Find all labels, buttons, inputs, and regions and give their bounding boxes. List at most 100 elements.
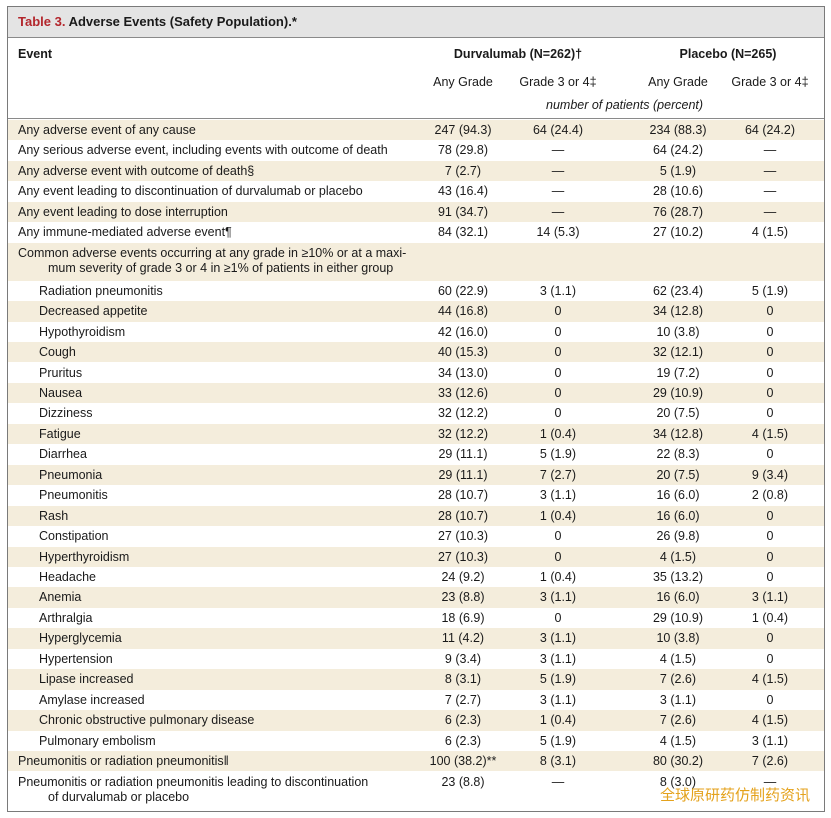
placebo-grade-3-4-cell: 4 (1.5) [751, 225, 789, 240]
durvalumab-grade-3-4-cell: — [551, 774, 565, 789]
placebo-any-grade-cell: 20 (7.5) [656, 406, 700, 421]
event-label: Pneumonitis [39, 488, 108, 503]
table-row: Pneumonia 29 (11.1) 7 (2.7) 20 (7.5) 9 (3.4) [8, 464, 824, 486]
event-label: Common adverse events occurring at any g… [18, 245, 407, 260]
placebo-any-grade-cell: 10 (3.8) [656, 324, 700, 339]
durvalumab-grade-3-4-cell: 64 (24.4) [532, 123, 584, 137]
durvalumab-grade-3-4-cell: 0 [554, 549, 562, 564]
placebo-any-grade-cell: 64 (24.2) [652, 143, 704, 158]
table-row: Cough 40 (15.3) 0 32 (12.1) 0 [8, 342, 824, 363]
durvalumab-any-grade-cell: 23 (8.8) [441, 590, 485, 605]
placebo-grade-3-4-cell: 7 (2.6) [751, 754, 789, 769]
durvalumab-grade-3-4-cell: 5 (1.9) [539, 447, 577, 462]
event-label: Pneumonitis or radiation pneumonitis lea… [18, 774, 369, 789]
placebo-any-grade-cell: 234 (88.3) [649, 123, 707, 137]
placebo-grade-3-4-cell: 0 [766, 447, 774, 462]
durvalumab-grade-3-4-cell: 3 (1.1) [539, 692, 577, 707]
durvalumab-grade-3-4-cell: 3 (1.1) [539, 590, 577, 605]
subheader-durvalumab-any-grade: Any Grade [433, 75, 493, 89]
event-column-header: Event [18, 47, 53, 61]
table-row: Diarrhea 29 (11.1) 5 (1.9) 22 (8.3) 0 [8, 444, 824, 464]
placebo-grade-3-4-cell: — [763, 143, 777, 158]
placebo-grade-3-4-cell: 0 [766, 324, 774, 339]
placebo-any-grade-cell: 27 (10.2) [652, 225, 704, 240]
durvalumab-grade-3-4-cell: 8 (3.1) [539, 754, 577, 769]
table-row: Pulmonary embolism 6 (2.3) 5 (1.9) 4 (1.5) 3… [8, 731, 824, 751]
durvalumab-grade-3-4-cell: 1 (0.4) [539, 713, 577, 728]
event-label-continued: mum severity of grade 3 or 4 in ≥1% of p… [48, 260, 394, 275]
table-row: Any event leading to discontinuation of … [8, 181, 824, 201]
durvalumab-grade-3-4-cell: 0 [554, 529, 562, 544]
placebo-any-grade-cell: 16 (6.0) [656, 488, 700, 503]
table-row: Chronic obstructive pulmonary disease 6 (… [8, 710, 824, 731]
event-label: Diarrhea [39, 447, 87, 462]
durvalumab-any-grade-cell: 6 (2.3) [444, 713, 482, 728]
durvalumab-any-grade-cell: 84 (32.1) [437, 225, 489, 240]
placebo-any-grade-cell: 34 (12.8) [652, 426, 704, 441]
durvalumab-grade-3-4-cell: 3 (1.1) [539, 631, 577, 646]
placebo-grade-3-4-cell: — [763, 163, 777, 178]
durvalumab-any-grade-cell: 32 (12.2) [437, 426, 489, 441]
event-label: Hyperglycemia [39, 631, 122, 646]
placebo-grade-3-4-cell: 64 (24.2) [744, 123, 796, 137]
durvalumab-grade-3-4-cell: 0 [554, 365, 562, 380]
placebo-any-grade-cell: 20 (7.5) [656, 467, 700, 482]
durvalumab-grade-3-4-cell: — [551, 143, 565, 158]
durvalumab-any-grade-cell: 7 (2.7) [444, 163, 482, 178]
watermark: 全球原研药仿制药资讯 [659, 786, 810, 804]
placebo-grade-3-4-cell: 0 [766, 570, 774, 584]
placebo-any-grade-cell: 22 (8.3) [656, 447, 700, 462]
table-row: Any immune-mediated adverse event¶ 84 (32… [8, 222, 824, 242]
durvalumab-grade-3-4-cell: 7 (2.7) [539, 467, 577, 482]
durvalumab-any-grade-cell: 24 (9.2) [441, 570, 485, 584]
durvalumab-grade-3-4-cell: 0 [554, 345, 562, 360]
placebo-grade-3-4-cell: — [763, 774, 777, 789]
header-divider [8, 118, 824, 119]
placebo-any-grade-cell: 3 (1.1) [659, 692, 697, 707]
event-label: Any serious adverse event, including eve… [18, 143, 388, 158]
event-label: Amylase increased [39, 692, 145, 707]
durvalumab-grade-3-4-cell: — [551, 163, 565, 178]
table-row: Hyperthyroidism 27 (10.3) 0 4 (1.5) 0 [8, 546, 824, 567]
event-label: Any immune-mediated adverse event¶ [18, 225, 232, 240]
event-label: Pneumonia [39, 467, 103, 482]
placebo-grade-3-4-cell: 0 [766, 508, 774, 523]
placebo-grade-3-4-cell: 9 (3.4) [751, 467, 789, 482]
durvalumab-grade-3-4-cell: 0 [554, 304, 562, 319]
placebo-any-grade-cell: 34 (12.8) [652, 304, 704, 319]
durvalumab-grade-3-4-cell: — [551, 184, 565, 199]
placebo-grade-3-4-cell: 3 (1.1) [751, 733, 789, 748]
placebo-any-grade-cell: 8 (3.0) [659, 774, 697, 789]
event-label: Hypertension [39, 651, 113, 666]
durvalumab-any-grade-cell: 27 (10.3) [437, 529, 489, 544]
durvalumab-grade-3-4-cell: 5 (1.9) [539, 733, 577, 748]
table-row: Common adverse events occurring at any g… [8, 242, 824, 281]
placebo-any-grade-cell: 29 (10.9) [652, 610, 704, 625]
durvalumab-any-grade-cell: 42 (16.0) [437, 324, 489, 339]
event-label: Nausea [39, 385, 83, 400]
event-label: Cough [39, 345, 76, 360]
placebo-grade-3-4-cell: 0 [766, 651, 774, 666]
durvalumab-any-grade-cell: 40 (15.3) [437, 345, 489, 360]
durvalumab-grade-3-4-cell: 5 (1.9) [539, 672, 577, 687]
durvalumab-any-grade-cell: 60 (22.9) [437, 283, 489, 298]
placebo-grade-3-4-cell: 0 [766, 631, 774, 646]
table-title-bar: Table 3. Adverse Events (Safety Populati… [8, 7, 824, 38]
durvalumab-grade-3-4-cell: 0 [554, 406, 562, 421]
durvalumab-any-grade-cell: 44 (16.8) [437, 304, 489, 319]
placebo-grade-3-4-cell: 0 [766, 549, 774, 564]
placebo-any-grade-cell: 28 (10.6) [652, 184, 704, 199]
durvalumab-any-grade-cell: 100 (38.2)** [429, 754, 497, 769]
placebo-grade-3-4-cell: — [763, 204, 777, 219]
table-row: Hypothyroidism 42 (16.0) 0 10 (3.8) 0 [8, 322, 824, 342]
durvalumab-grade-3-4-cell: 3 (1.1) [539, 488, 577, 503]
event-label: Rash [39, 508, 69, 523]
table-row: Any adverse event with outcome of death§… [8, 160, 824, 182]
placebo-any-grade-cell: 62 (23.4) [652, 283, 704, 298]
placebo-grade-3-4-cell: 0 [766, 692, 774, 707]
placebo-grade-3-4-cell: 0 [766, 385, 774, 400]
event-label: Anemia [39, 590, 82, 605]
table-row: Any serious adverse event, including eve… [8, 140, 824, 160]
placebo-grade-3-4-cell: 1 (0.4) [751, 610, 789, 625]
table-row: Rash 28 (10.7) 1 (0.4) 16 (6.0) 0 [8, 505, 824, 527]
